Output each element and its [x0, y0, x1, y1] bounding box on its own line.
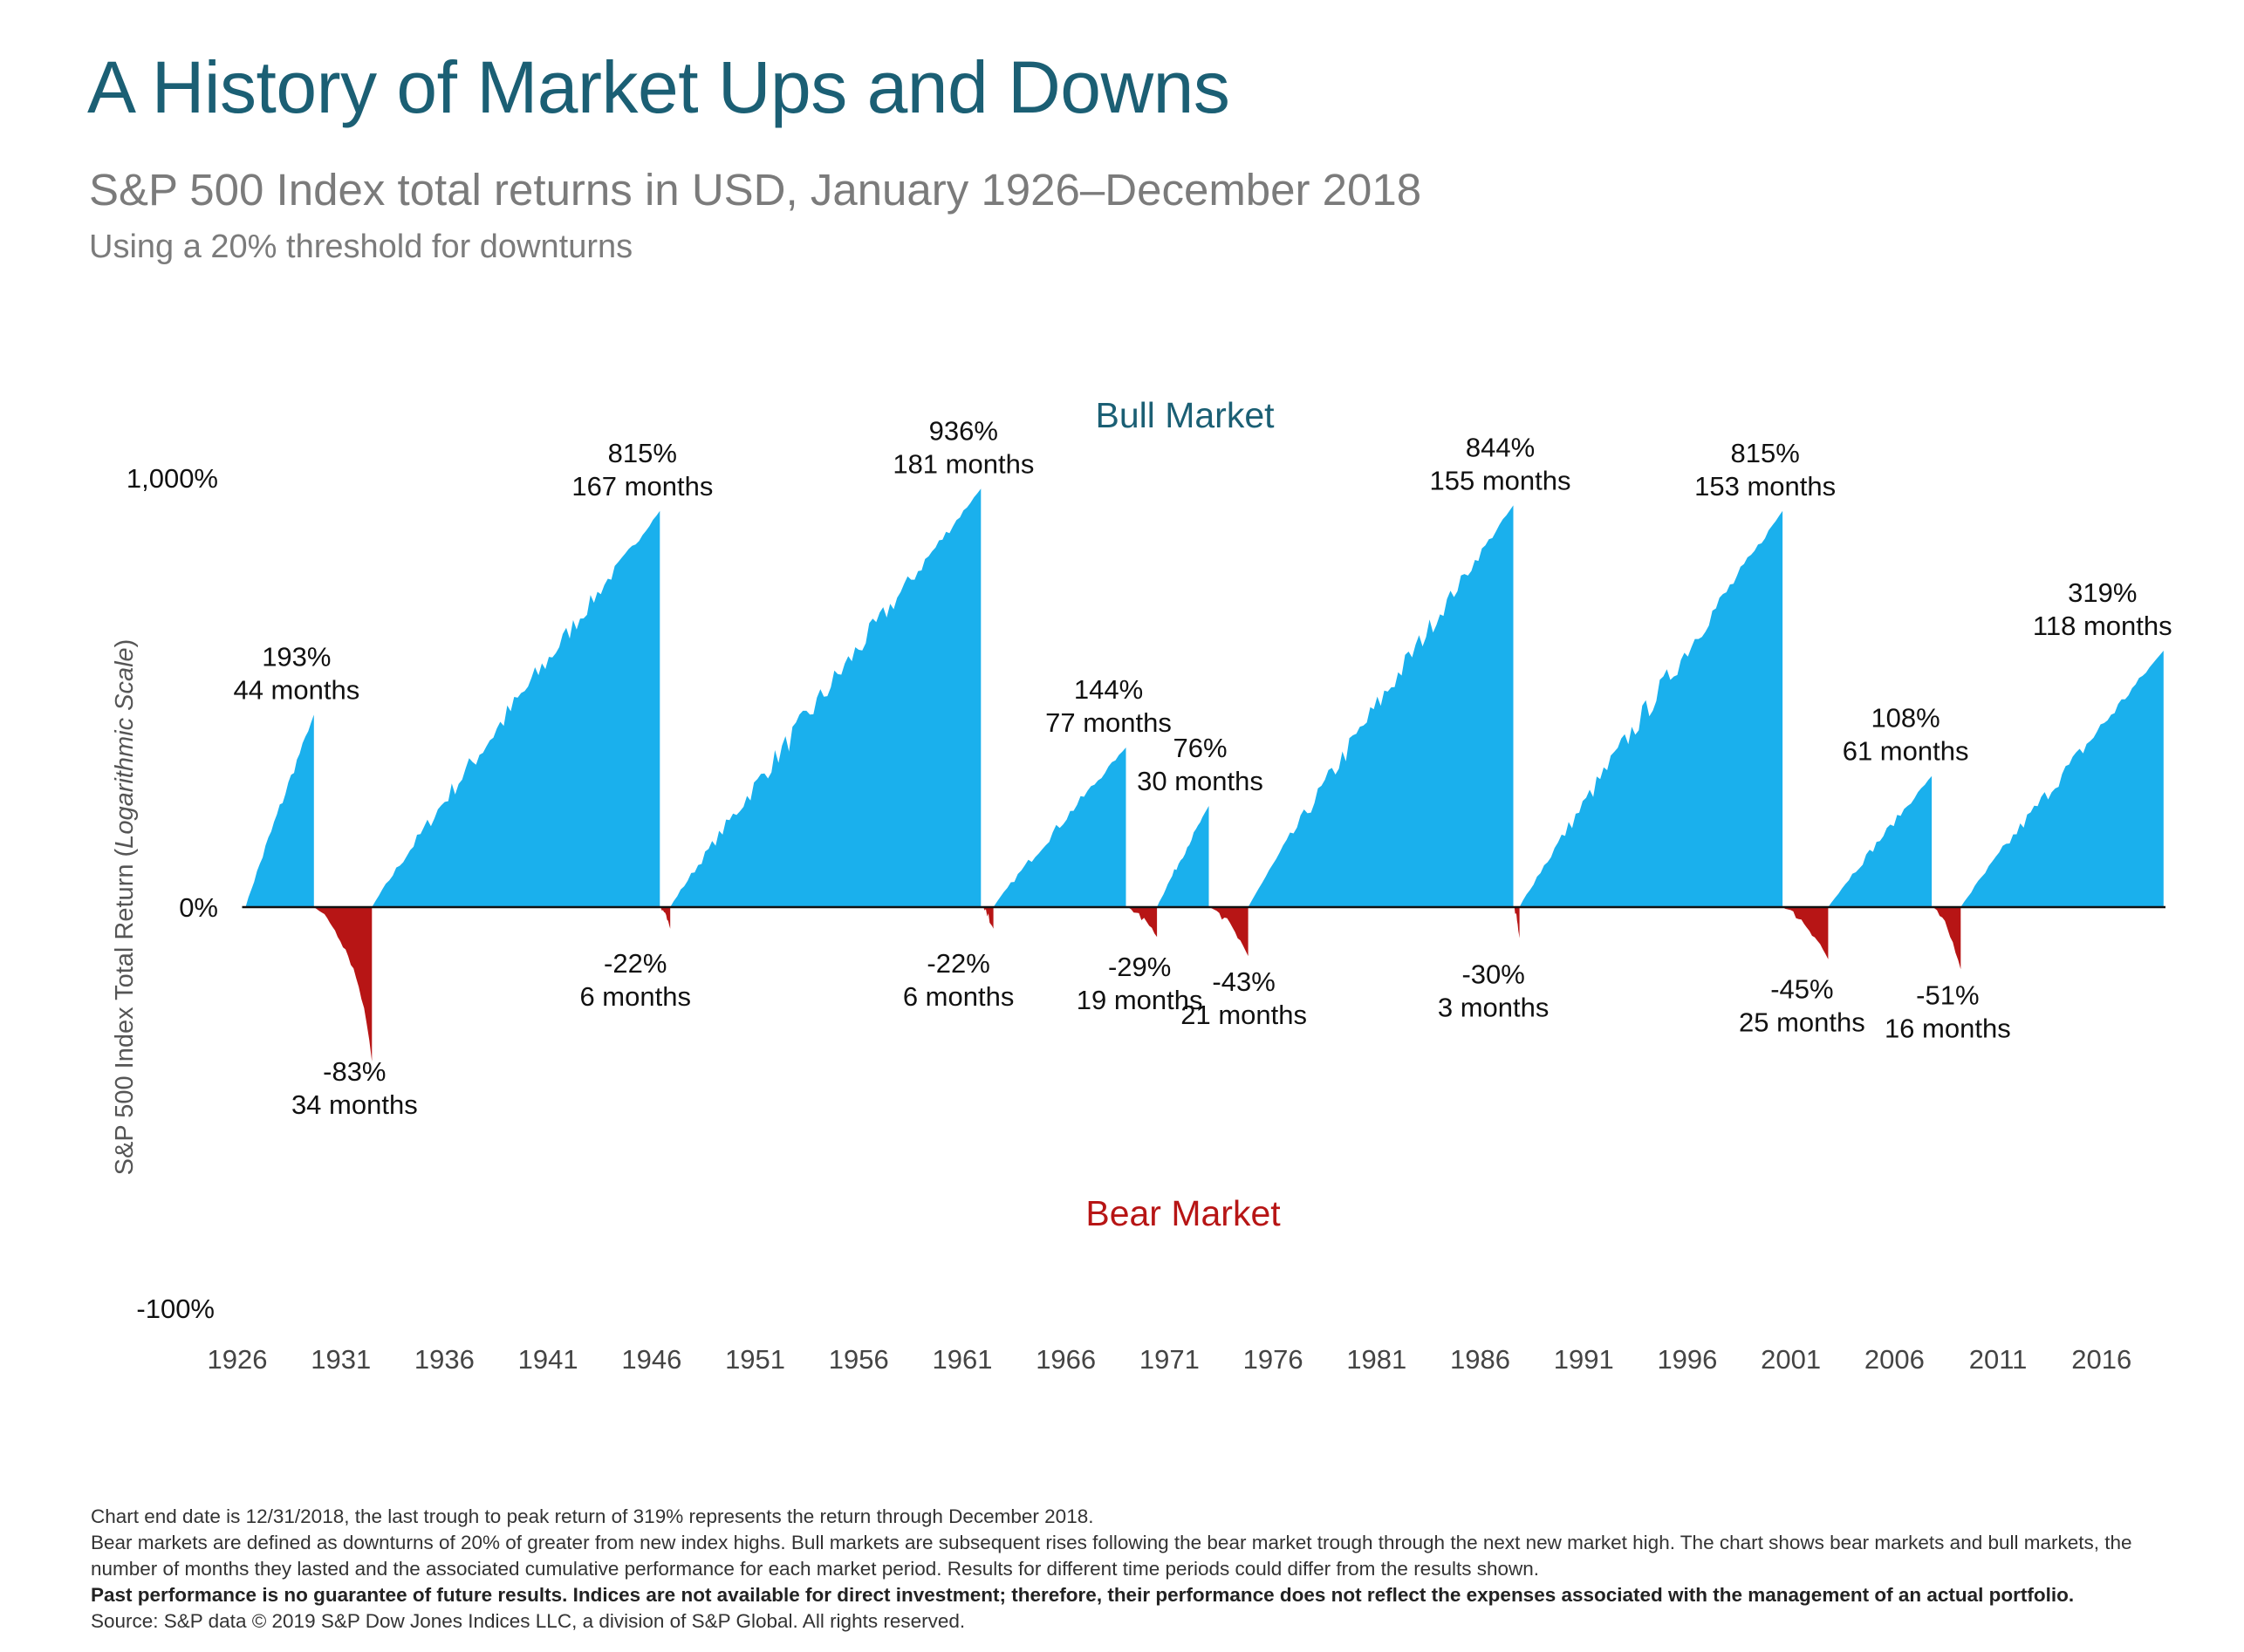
bull-months-label: 77 months — [1045, 707, 1172, 738]
bear-months-label: 6 months — [903, 981, 1015, 1012]
bull-market-area-1 — [245, 714, 314, 907]
bear-return-label: -43% — [1212, 966, 1275, 997]
bear-return-label: -45% — [1770, 974, 1833, 1005]
footnotes: Chart end date is 12/31/2018, the last t… — [91, 1504, 2202, 1635]
bear-market-area-8 — [1932, 907, 1961, 970]
x-tick-label: 1926 — [208, 1344, 268, 1375]
bull-market-label: Bull Market — [1095, 395, 1275, 435]
bear-market-area-7 — [1782, 907, 1829, 959]
y-axis-label: S&P 500 Index Total Return (Logarithmic … — [111, 639, 139, 1176]
bull-months-label: 61 months — [1843, 736, 1969, 767]
bull-return-label: 76% — [1173, 733, 1227, 763]
bull-market-area-4 — [993, 747, 1126, 907]
bull-return-label: 108% — [1871, 703, 1940, 734]
x-tick-label: 1961 — [932, 1344, 992, 1375]
y-tick-label: 1,000% — [127, 463, 218, 494]
footnote-source: Source: S&P data © 2019 S&P Dow Jones In… — [91, 1610, 966, 1632]
x-tick-label: 2011 — [1969, 1344, 2028, 1375]
bull-return-label: 815% — [608, 438, 677, 468]
x-tick-label: 1986 — [1450, 1344, 1510, 1375]
bear-months-label: 3 months — [1438, 993, 1550, 1023]
bear-return-label: -22% — [927, 948, 989, 979]
bull-return-label: 936% — [929, 415, 998, 446]
page-title: A History of Market Ups and Downs — [87, 46, 1230, 128]
bear-market-area-3 — [981, 907, 994, 929]
bull-market-area-9 — [1960, 651, 2164, 907]
x-tick-label: 1981 — [1346, 1344, 1406, 1375]
footnote-disclaimer: Past performance is no guarantee of futu… — [91, 1584, 2075, 1606]
x-tick-label: 2001 — [1761, 1344, 1821, 1375]
bull-market-area-2 — [372, 510, 660, 907]
bull-market-area-7 — [1519, 510, 1783, 907]
bull-market-area-5 — [1157, 806, 1209, 907]
x-tick-label: 1931 — [311, 1344, 371, 1375]
bull-return-label: 193% — [262, 641, 331, 672]
bear-months-label: 25 months — [1739, 1007, 1865, 1038]
bull-months-label: 30 months — [1137, 766, 1263, 796]
page-subsubtitle: Using a 20% threshold for downturns — [89, 229, 633, 265]
x-tick-label: 2016 — [2071, 1344, 2131, 1375]
y-axis-label-main: S&P 500 Index Total Return ( — [111, 848, 139, 1175]
x-tick-label: 1996 — [1657, 1344, 1717, 1375]
x-tick-label: 1991 — [1554, 1344, 1614, 1375]
bull-return-label: 319% — [2068, 577, 2137, 608]
x-tick-label: 2006 — [1864, 1344, 1925, 1375]
bull-market-area-6 — [1248, 505, 1514, 907]
x-tick-label: 1976 — [1243, 1344, 1303, 1375]
bear-market-area-5 — [1208, 907, 1249, 957]
x-tick-label: 1971 — [1139, 1344, 1200, 1375]
bear-months-label: 6 months — [579, 981, 691, 1012]
x-tick-label: 1936 — [414, 1344, 475, 1375]
market-chart: 1,000% 0% -100% 1926 1931 1936 1941 1946 1951 195… — [111, 395, 2172, 1375]
bull-market-area-3 — [670, 488, 982, 907]
bear-market-area-2 — [660, 907, 671, 929]
y-axis-label-close: ) — [111, 639, 139, 648]
bull-return-label: 144% — [1074, 674, 1143, 705]
y-axis-label-italic: Logarithmic Scale — [111, 647, 139, 849]
x-tick-label: 1941 — [518, 1344, 578, 1375]
bear-market-area-6 — [1513, 907, 1520, 939]
bear-market-label: Bear Market — [1085, 1193, 1281, 1233]
page-subtitle: S&P 500 Index total returns in USD, Janu… — [89, 165, 1422, 215]
bull-months-label: 44 months — [233, 674, 359, 705]
bull-return-label: 815% — [1731, 438, 1800, 468]
chart-marks — [245, 488, 2164, 1062]
bull-months-label: 118 months — [2033, 611, 2172, 641]
bear-months-label: 19 months — [1077, 985, 1203, 1015]
bear-market-area-1 — [313, 907, 373, 1062]
footnote-definitions: Bear markets are defined as downturns of… — [91, 1532, 2132, 1580]
x-tick-label: 1946 — [621, 1344, 681, 1375]
y-tick-label: -100% — [136, 1294, 215, 1324]
footnote-end-date: Chart end date is 12/31/2018, the last t… — [91, 1505, 1094, 1527]
bear-return-label: -83% — [323, 1056, 386, 1087]
x-tick-label: 1966 — [1036, 1344, 1096, 1375]
y-tick-label: 0% — [179, 892, 218, 923]
bull-market-area-8 — [1828, 775, 1933, 907]
bear-return-label: -30% — [1461, 959, 1524, 990]
chart-labels: 1,000% 0% -100% 1926 1931 1936 1941 1946 1951 195… — [127, 395, 2172, 1375]
bear-months-label: 21 months — [1180, 1000, 1307, 1030]
bear-return-label: -22% — [604, 948, 667, 979]
x-tick-label: 1951 — [725, 1344, 785, 1375]
bull-months-label: 181 months — [893, 448, 1034, 479]
bear-return-label: -29% — [1108, 952, 1171, 982]
bull-return-label: 844% — [1466, 432, 1535, 462]
bear-months-label: 34 months — [291, 1089, 418, 1120]
bull-months-label: 155 months — [1430, 465, 1571, 495]
bear-market-area-4 — [1125, 907, 1158, 938]
bull-months-label: 153 months — [1694, 471, 1836, 502]
bear-return-label: -51% — [1916, 980, 1979, 1010]
bear-months-label: 16 months — [1885, 1013, 2011, 1043]
x-tick-label: 1956 — [829, 1344, 889, 1375]
bull-months-label: 167 months — [571, 471, 713, 502]
